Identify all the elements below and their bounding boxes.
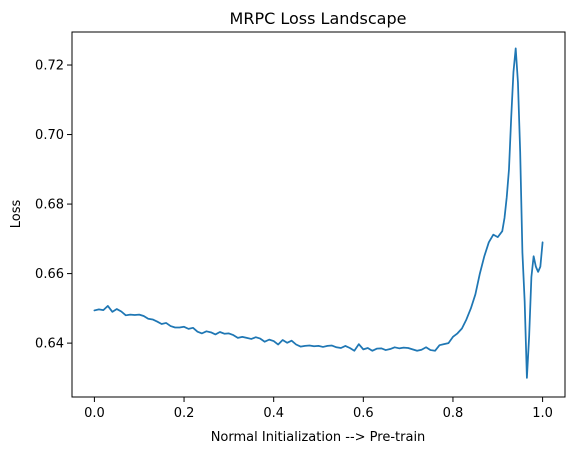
- y-tick-label: 0.70: [35, 128, 64, 143]
- x-axis-ticks: 0.0 0.2 0.4 0.6 0.8 1.0: [84, 397, 553, 421]
- y-axis-ticks: 0.64 0.66 0.68 0.70 0.72: [35, 59, 72, 352]
- chart-title: MRPC Loss Landscape: [230, 9, 407, 28]
- y-tick-label: 0.72: [35, 59, 64, 74]
- y-tick-label: 0.66: [35, 267, 64, 282]
- plot-area: [71, 31, 566, 398]
- series-layer: [93, 47, 544, 379]
- x-tick-label: 0.6: [353, 406, 374, 421]
- x-axis-label: Normal Initialization --> Pre-train: [211, 430, 426, 445]
- x-tick-label: 0.2: [174, 406, 195, 421]
- x-tick-label: 0.0: [84, 406, 105, 421]
- x-tick-label: 0.4: [263, 406, 284, 421]
- loss-series-line: [93, 47, 544, 379]
- x-tick-label: 0.8: [443, 406, 464, 421]
- y-tick-label: 0.64: [35, 337, 64, 352]
- y-tick-label: 0.68: [35, 198, 64, 213]
- x-tick-label: 1.0: [532, 406, 553, 421]
- y-axis-label: Loss: [9, 200, 24, 229]
